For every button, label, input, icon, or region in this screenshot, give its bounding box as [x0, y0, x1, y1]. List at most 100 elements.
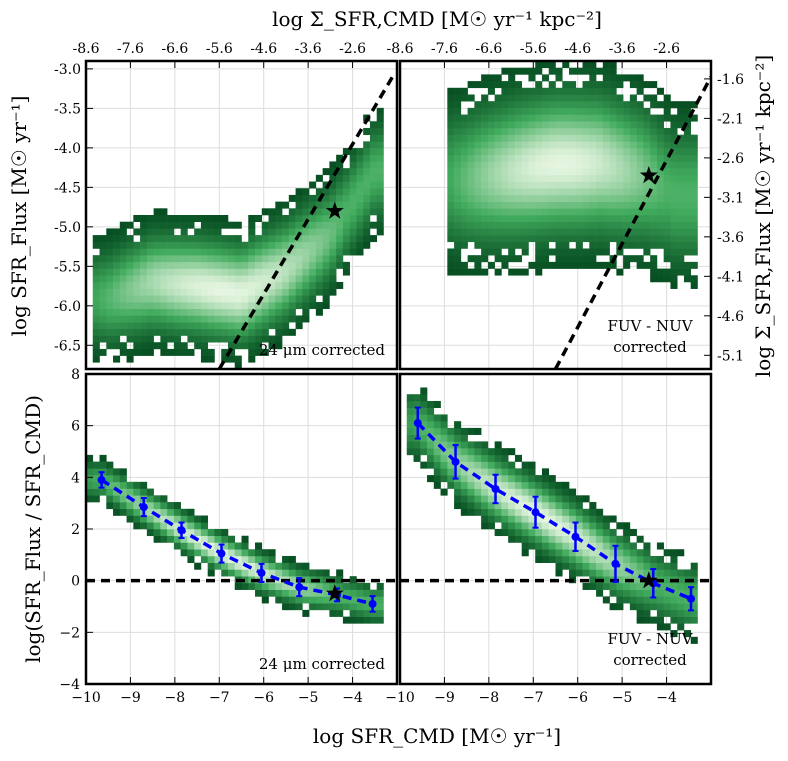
- heatmap-cell: [309, 281, 317, 289]
- heatmap-cell: [460, 221, 468, 229]
- heatmap-cell: [474, 454, 482, 462]
- heatmap-cell: [369, 188, 378, 196]
- heatmap-cell: [275, 281, 283, 289]
- heatmap-cell: [501, 181, 509, 189]
- heatmap-cell: [548, 174, 556, 182]
- heatmap-cell: [119, 302, 127, 310]
- heatmap-cell: [481, 502, 489, 510]
- heatmap-cell: [467, 441, 475, 449]
- heatmap-cell: [336, 609, 344, 617]
- heatmap-cell: [636, 603, 644, 611]
- heatmap-cell: [670, 101, 678, 109]
- heatmap-cell: [329, 235, 337, 243]
- heatmap-cell: [589, 127, 597, 135]
- heatmap-cell: [541, 94, 550, 102]
- heatmap-cell: [562, 181, 570, 189]
- heatmap-cell: [528, 535, 536, 543]
- heatmap-cell: [282, 582, 290, 590]
- heatmap-cell: [528, 468, 536, 476]
- heatmap-cell: [616, 94, 624, 102]
- heatmap-cell: [349, 174, 357, 182]
- heatmap-cell: [221, 261, 229, 269]
- heatmap-cell: [494, 107, 502, 115]
- heatmap-cell: [261, 241, 269, 249]
- heatmap-cell: [221, 535, 229, 543]
- heatmap-cell: [106, 261, 114, 269]
- heatmap-cell: [650, 101, 658, 109]
- heatmap-cell: [454, 495, 462, 503]
- heatmap-cell: [548, 67, 556, 75]
- heatmap-cell: [582, 215, 590, 222]
- heatmap-cell: [214, 335, 222, 343]
- heatmap-cell: [528, 475, 536, 483]
- heatmap-cell: [133, 342, 141, 350]
- heatmap-cell: [420, 407, 428, 415]
- heatmap-cell: [309, 221, 317, 229]
- heatmap-cell: [207, 322, 215, 330]
- heatmap-cell: [643, 215, 651, 222]
- heatmap-cell: [329, 609, 337, 617]
- heatmap-cell: [153, 261, 161, 269]
- heatmap-cell: [356, 616, 364, 624]
- heatmap-cell: [623, 121, 631, 129]
- heatmap-cell: [288, 295, 296, 303]
- heatmap-cell: [356, 241, 364, 249]
- heatmap-cell: [663, 268, 671, 276]
- heatmap-cell: [187, 522, 195, 530]
- heatmap-cell: [322, 268, 330, 276]
- heatmap-cell: [207, 569, 215, 577]
- heatmap-cell: [683, 188, 692, 196]
- heatmap-cell: [167, 235, 175, 243]
- heatmap-cell: [541, 248, 550, 256]
- heatmap-cell: [474, 101, 482, 109]
- heatmap-cell: [241, 342, 249, 350]
- heatmap-cell: [487, 454, 495, 462]
- heatmap-cell: [194, 549, 202, 557]
- heatmap-cell: [315, 275, 323, 283]
- heatmap-cell: [200, 215, 208, 222]
- heatmap-cell: [589, 188, 597, 196]
- heatmap-cell: [541, 241, 550, 249]
- heatmap-cell: [241, 275, 249, 283]
- heatmap-cell: [643, 542, 651, 550]
- heatmap-cell: [555, 261, 563, 269]
- heatmap-cell: [663, 235, 671, 243]
- heatmap-cell: [609, 201, 617, 209]
- heatmap-cell: [562, 201, 570, 209]
- heatmap-cell: [677, 141, 685, 149]
- heatmap-cell: [200, 515, 208, 523]
- heatmap-cell: [569, 261, 577, 269]
- heatmap-cell: [555, 542, 563, 550]
- heatmap-cell: [187, 555, 195, 563]
- heatmap-cell: [140, 308, 148, 316]
- heatmap-cell: [92, 355, 100, 363]
- heatmap-cell: [113, 241, 121, 249]
- heatmap-cell: [133, 215, 141, 222]
- heatmap-cell: [315, 582, 323, 590]
- heatmap-cell: [481, 495, 489, 503]
- heatmap-cell: [677, 168, 685, 176]
- heatmap-cell: [670, 154, 678, 162]
- heatmap-cell: [562, 114, 570, 122]
- heatmap-cell: [336, 154, 344, 162]
- heatmap-cell: [596, 201, 604, 209]
- heatmap-cell: [440, 454, 448, 462]
- heatmap-cell: [460, 141, 468, 149]
- heatmap-cell: [548, 181, 556, 189]
- heatmap-cell: [582, 87, 590, 95]
- heatmap-cell: [629, 235, 637, 243]
- heatmap-cell: [227, 235, 236, 243]
- heatmap-cell: [363, 215, 371, 222]
- heatmap-cell: [106, 461, 114, 469]
- heatmap-cell: [636, 215, 644, 222]
- heatmap-cell: [677, 623, 685, 631]
- heatmap-cell: [369, 154, 378, 162]
- heatmap-cell: [541, 174, 550, 182]
- heatmap-cell: [207, 335, 215, 343]
- heatmap-cell: [460, 261, 468, 269]
- heatmap-cell: [153, 495, 161, 503]
- heatmap-cell: [153, 255, 161, 263]
- heatmap-cell: [336, 576, 344, 584]
- heatmap-cell: [282, 308, 290, 316]
- heatmap-layer: [86, 61, 698, 644]
